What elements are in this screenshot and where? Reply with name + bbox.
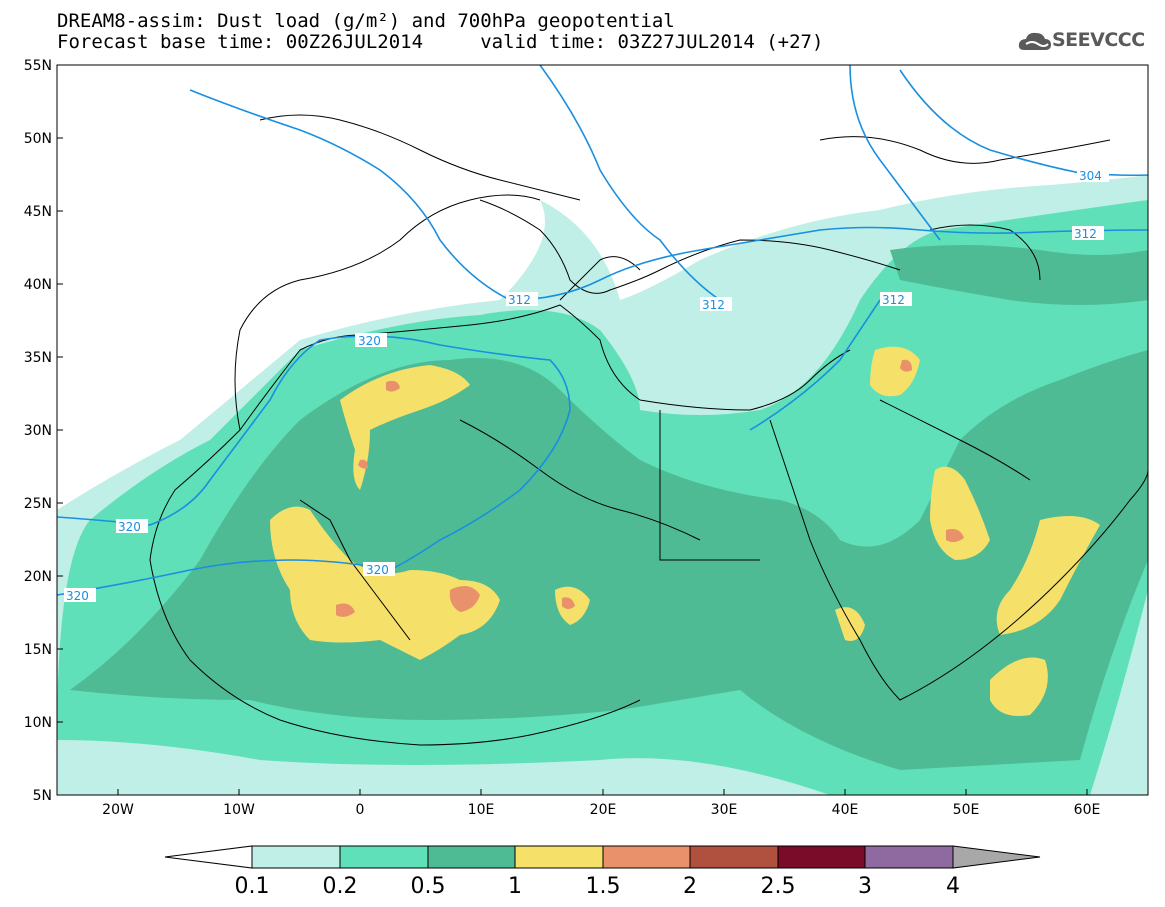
svg-text:320: 320 — [358, 334, 381, 348]
lon-tick-50e: 50E — [953, 802, 980, 818]
contour-label-320-a: 320 — [355, 333, 387, 348]
contour-label-312-b: 312 — [700, 297, 732, 312]
contour-labels: 320 320 320 320 312 312 312 312 304 — [64, 168, 1109, 603]
contour-label-304: 304 — [1077, 168, 1109, 183]
map-title-line-1: DREAM8-assim: Dust load (g/m²) and 700hP… — [57, 10, 675, 32]
latitude-axis: 5N 10N 15N 20N 25N 30N 35N 40N 45N 50N 5… — [24, 58, 63, 804]
longitude-axis: 20W 10W 0 10E 20E 30E 40E 50E 60E — [102, 789, 1100, 818]
lat-tick-55n: 55N — [24, 58, 52, 74]
logo-text: SEEVCCC — [1052, 29, 1145, 51]
svg-text:320: 320 — [66, 589, 89, 603]
lon-tick-20w: 20W — [102, 802, 134, 818]
lat-tick-15n: 15N — [24, 642, 52, 658]
lat-tick-45n: 45N — [24, 204, 52, 220]
contour-label-312-a: 312 — [506, 292, 538, 307]
svg-text:312: 312 — [1074, 227, 1097, 241]
svg-text:312: 312 — [702, 298, 725, 312]
cloud-logo-icon — [1018, 32, 1051, 50]
lon-tick-20e: 20E — [590, 802, 617, 818]
svg-text:312: 312 — [882, 293, 905, 307]
contour-label-312-d: 312 — [1072, 226, 1104, 241]
svg-text:320: 320 — [118, 520, 141, 534]
contour-label-312-c: 312 — [880, 292, 912, 307]
dust-field-medium — [70, 350, 1148, 770]
contour-label-320-b: 320 — [116, 519, 148, 534]
lat-tick-40n: 40N — [24, 277, 52, 293]
lat-tick-50n: 50N — [24, 131, 52, 147]
svg-text:304: 304 — [1079, 169, 1102, 183]
lon-tick-60e: 60E — [1074, 802, 1101, 818]
map-title-line-2: Forecast base time: 00Z26JUL2014 valid t… — [57, 31, 824, 53]
lat-tick-20n: 20N — [24, 569, 52, 585]
lat-tick-25n: 25N — [24, 496, 52, 512]
dust-field-very-high — [449, 586, 480, 612]
lon-tick-0: 0 — [356, 802, 365, 818]
lon-tick-40e: 40E — [832, 802, 859, 818]
lat-tick-35n: 35N — [24, 350, 52, 366]
contour-label-320-d: 320 — [64, 588, 96, 603]
lon-tick-30e: 30E — [711, 802, 738, 818]
dust-field-high — [270, 506, 500, 660]
geopotential-contours — [57, 65, 1148, 596]
contour-label-320-c: 320 — [363, 562, 395, 577]
svg-text:312: 312 — [508, 293, 531, 307]
lon-tick-10e: 10E — [468, 802, 495, 818]
coastlines — [149, 114, 1148, 746]
svg-text:320: 320 — [366, 563, 389, 577]
lon-tick-10w: 10W — [223, 802, 255, 818]
lat-tick-5n: 5N — [33, 788, 52, 804]
lat-tick-30n: 30N — [24, 423, 52, 439]
lat-tick-10n: 10N — [24, 715, 52, 731]
